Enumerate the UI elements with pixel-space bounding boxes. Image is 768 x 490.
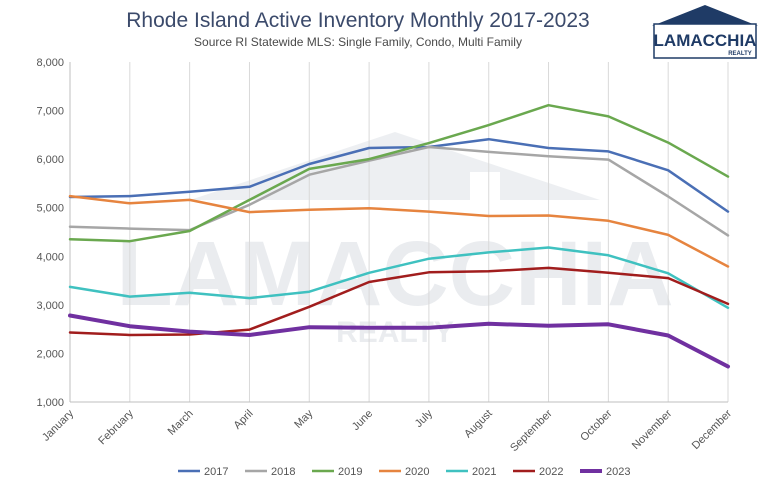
- series-line-2017: [68, 137, 730, 213]
- watermark-brand-name: LAMACCHIA: [116, 223, 673, 325]
- y-tick-label: 7,000: [36, 106, 64, 118]
- x-tick-label: November: [630, 407, 675, 452]
- watermark-brand-tagline: REALTY: [336, 316, 454, 349]
- x-tick-label: April: [232, 408, 256, 432]
- brand-logo: LAMACCHIA REALTY: [652, 5, 758, 59]
- x-tick-label: September: [508, 407, 555, 454]
- x-tick-label: July: [413, 407, 436, 430]
- x-tick-label: August: [462, 408, 495, 441]
- legend-label-2021: 2021: [472, 466, 496, 478]
- series-line-2019: [68, 103, 730, 243]
- y-tick-label: 5,000: [36, 203, 64, 215]
- legend-label-2023: 2023: [606, 466, 630, 478]
- y-tick-label: 8,000: [36, 57, 64, 69]
- y-tick-label: 4,000: [36, 251, 64, 263]
- logo-box: [653, 23, 757, 59]
- x-tick-label: May: [292, 407, 316, 431]
- y-tick-label: 1,000: [36, 397, 64, 409]
- y-tick-label: 3,000: [36, 300, 64, 312]
- chart-subtitle: Source RI Statewide MLS: Single Family, …: [194, 35, 522, 49]
- x-tick-label: December: [690, 407, 735, 452]
- logo-brand-tagline: REALTY: [728, 51, 752, 57]
- legend-label-2017: 2017: [204, 466, 228, 478]
- x-tick-label: January: [40, 407, 77, 444]
- y-tick-label: 6,000: [36, 154, 64, 166]
- watermark-window-icon: [470, 172, 500, 202]
- legend-label-2022: 2022: [539, 466, 563, 478]
- watermark-roof-icon: [190, 132, 600, 200]
- watermark-logo: LAMACCHIA REALTY: [116, 132, 674, 349]
- x-tick-label: June: [350, 408, 375, 433]
- x-tick-label: February: [96, 407, 136, 447]
- x-tick-label: March: [166, 408, 196, 438]
- legend-label-2018: 2018: [271, 466, 295, 478]
- chart-title: Rhode Island Active Inventory Monthly 20…: [126, 9, 589, 32]
- logo-roof-icon: [652, 5, 758, 26]
- chart-series: [68, 103, 730, 369]
- series-line-2018: [68, 145, 730, 237]
- legend-label-2020: 2020: [405, 466, 429, 478]
- series-line-2023: [68, 313, 730, 369]
- series-line-2021: [68, 246, 730, 310]
- series-line-2020: [68, 194, 730, 268]
- x-tick-label: October: [578, 407, 614, 443]
- series-line-2022: [68, 266, 730, 337]
- logo-brand-name: LAMACCHIA: [654, 31, 757, 50]
- chart-legend: 2017 2018 2019 2020 2021 2022 2023: [178, 466, 630, 478]
- legend-label-2019: 2019: [338, 466, 362, 478]
- y-tick-label: 2,000: [36, 348, 64, 360]
